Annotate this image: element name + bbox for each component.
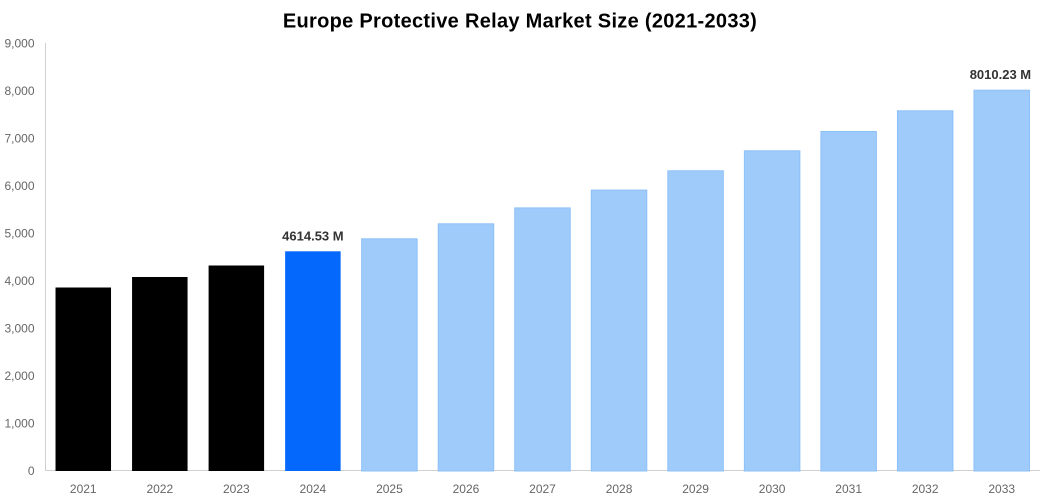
svg-text:8010.23 M: 8010.23 M [970, 67, 1031, 82]
svg-text:3,000: 3,000 [4, 321, 34, 335]
svg-text:4,000: 4,000 [4, 274, 34, 288]
svg-text:9,000: 9,000 [4, 36, 34, 50]
svg-text:4614.53 M: 4614.53 M [282, 228, 343, 243]
svg-text:2030: 2030 [759, 482, 786, 496]
svg-text:0: 0 [28, 464, 35, 478]
svg-text:2027: 2027 [529, 482, 556, 496]
svg-text:2024: 2024 [300, 482, 327, 496]
svg-text:8,000: 8,000 [4, 84, 34, 98]
svg-text:2023: 2023 [223, 482, 250, 496]
svg-text:2028: 2028 [606, 482, 633, 496]
svg-text:2029: 2029 [682, 482, 709, 496]
svg-text:5,000: 5,000 [4, 226, 34, 240]
svg-text:1,000: 1,000 [4, 416, 34, 430]
svg-text:6,000: 6,000 [4, 179, 34, 193]
svg-text:2026: 2026 [453, 482, 480, 496]
svg-text:2021: 2021 [70, 482, 97, 496]
svg-text:2025: 2025 [376, 482, 403, 496]
svg-text:7,000: 7,000 [4, 131, 34, 145]
svg-text:2032: 2032 [912, 482, 939, 496]
svg-text:Europe Protective Relay Market: Europe Protective Relay Market Size (202… [283, 11, 757, 33]
svg-text:2022: 2022 [146, 482, 173, 496]
svg-text:2033: 2033 [988, 482, 1015, 496]
svg-text:2031: 2031 [835, 482, 862, 496]
svg-text:2,000: 2,000 [4, 369, 34, 383]
